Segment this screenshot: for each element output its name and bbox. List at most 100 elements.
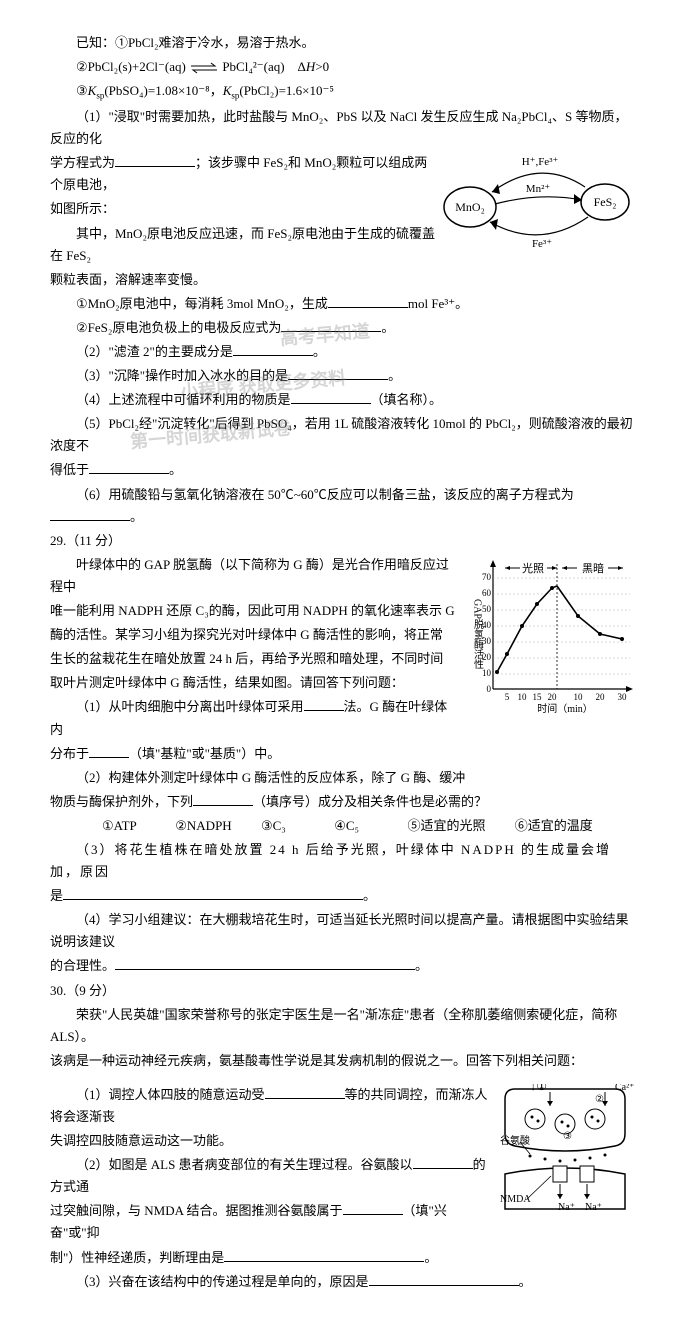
svg-text:Ca²⁺: Ca²⁺ [615,1084,634,1093]
intro-l3-c: (PbCl₂)=1.6×10⁻⁵ [239,83,334,98]
q29-p7b: （填"基粒"或"基质"）中。 [129,746,280,761]
blank [291,390,371,404]
q30-p4c-t: 过突触间隙，与 NMDA 结合。据图推测谷氨酸属于 [50,1203,343,1218]
dia1-mno2: MnO₂ [455,200,485,214]
blank [328,294,408,308]
q30-p5: （3）兴奋在该结构中的传递过程是单向的，原因是。 [50,1271,635,1293]
blank [50,507,130,521]
opt-f: ⑥适宜的温度 [489,815,593,837]
svg-text:10: 10 [574,692,584,702]
q1-p4: ②FeS₂原电池负极上的电极反应式为。 [50,317,635,339]
q1-p7b: （填名称）。 [371,392,443,407]
q1-p9-t: （6）用硫酸铅与氢氧化钠溶液在 50℃~60℃反应可以制备三盐，该反应的离子方程… [76,487,574,502]
q29-p10b: 是。 [50,885,635,907]
q1-p1a: （1）"浸取"时需要加热，此时盐酸与 MnO₂、PbS 以及 NaCl 发生反应… [50,106,635,150]
q29-p10b-t: 是 [50,888,63,903]
q1-p7: （4）上述流程中可循环利用的物质是 （填名称）。 [50,389,635,411]
equilibrium-arrow-icon [189,62,219,74]
q1-p3b: mol Fe³⁺。 [408,296,468,311]
synapse-diagram: ↓① Ca²⁺ ② ③ 谷氨酸 NMDA Na⁺ Na⁺ [495,1084,635,1214]
intro-l1: 已知：①PbCl₂难溶于冷水，易溶于热水。 [50,32,635,54]
svg-text:15: 15 [533,692,543,702]
blank [369,1272,519,1286]
q29-p9: 物质与酶保护剂外，下列 （填序号）成分及相关条件也是必需的？ [50,791,635,813]
svg-text:光照: 光照 [522,561,544,575]
svg-text:↓①: ↓① [530,1084,547,1093]
svg-text:60: 60 [482,588,492,598]
blank [63,886,363,900]
q1-p8b-t: 得低于 [50,462,89,477]
dia1-top: H⁺,Fe³⁺ [522,156,559,168]
q29-p8: （2）构建体外测定叶绿体中 G 酶活性的反应体系，除了 G 酶、缓冲 [50,767,635,789]
enzyme-chart: GAP脱氢酶活性 时间（min） 0 10 20 30 40 50 60 70 … [465,554,635,719]
svg-text:5: 5 [505,692,510,702]
blank [233,342,313,356]
q30-p4e-t: 制"）性神经递质，判断理由是 [50,1250,224,1265]
q29-p11: （4）学习小组建议：在大棚栽培花生时，可适当延长光照时间以提高产量。请根据图中实… [50,909,635,953]
blank [224,1248,424,1262]
svg-text:Na⁺: Na⁺ [585,1202,602,1213]
q30-p4e: 制"）性神经递质，判断理由是。 [50,1247,635,1269]
q29-num: 29.（11 分） [50,530,635,552]
q30-num: 30.（9 分） [50,980,635,1002]
q29-p7: 分布于 （填"基粒"或"基质"）中。 [50,743,635,765]
dia1-fes2: FeS₂ [594,195,617,209]
exam-page: 高考早知道 小程序 获取更多资料 第一时间获取新试卷 已知：①PbCl₂难溶于冷… [0,0,675,1325]
q1-p6-t: （3）"沉降"操作时加入冰水的目的是 [76,368,288,383]
blank [89,744,129,758]
blank [115,956,415,970]
q29-p7-t: 分布于 [50,746,89,761]
q30-p5-t: （3）兴奋在该结构中的传递过程是单向的，原因是 [76,1274,369,1289]
svg-text:黑暗: 黑暗 [582,561,604,575]
q1-p5: （2）"滤渣 2"的主要成分是。 [50,341,635,363]
q29-p11b-t: 的合理性。 [50,958,115,973]
q1-p8a: （5）PbCl₂经"沉淀转化"后得到 PbSO₄，若用 1L 硫酸溶液转化 10… [50,413,635,457]
svg-text:70: 70 [482,572,492,582]
q1-p3a: ①MnO₂原电池中，每消耗 3mol MnO₂，生成 [76,296,328,311]
spacer [50,1074,635,1082]
svg-text:谷氨酸: 谷氨酸 [500,1134,530,1147]
battery-cycle-diagram: MnO₂ FeS₂ H⁺,Fe³⁺ Mn²⁺ Fe³⁺ [440,152,635,252]
intro-l3-b: (PbSO₄)=1.08×10⁻⁸， [104,83,222,98]
q1-p1b-a: 学方程式为 [50,155,115,170]
svg-text:30: 30 [482,636,492,646]
svg-text:时间（min）: 时间（min） [537,702,593,715]
svg-text:50: 50 [482,604,492,614]
q29-p9b: （填序号）成分及相关条件也是必需的？ [253,794,487,809]
blank [413,1155,473,1169]
q1-p4-t: ②FeS₂原电池负极上的电极反应式为 [76,320,281,335]
intro-l2: ②PbCl₂(s)+2Cl⁻(aq) PbCl₄²⁻(aq) ΔH>0 [50,56,635,78]
q1-p8b: 得低于。 [50,459,635,481]
svg-text:40: 40 [482,620,492,630]
intro-l3-a: ③ [76,83,88,98]
blank [265,1085,345,1099]
opt-e: ⑤适宜的光照 [381,815,485,837]
q1-p7a: （4）上述流程中可循环利用的物质是 [76,392,291,407]
svg-text:NMDA: NMDA [500,1194,531,1205]
dia1-mid: Mn²⁺ [526,183,551,195]
blank [115,153,195,167]
opt-a: ①ATP [76,815,146,837]
q1-p2b: 颗粒表面，溶解速率变慢。 [50,269,635,291]
blank [288,366,388,380]
q1-p3: ①MnO₂原电池中，每消耗 3mol MnO₂，生成 mol Fe³⁺。 [50,293,635,315]
q1-p5-t: （2）"滤渣 2"的主要成分是 [76,344,233,359]
svg-text:0: 0 [487,684,492,694]
svg-text:20: 20 [548,692,558,702]
opt-b: ②NADPH [149,815,231,837]
q29-p11b: 的合理性。。 [50,955,635,977]
intro-l2-b: PbCl₄²⁻(aq) Δ [222,59,306,74]
svg-text:20: 20 [482,652,492,662]
blank [343,1201,403,1215]
blank [281,318,381,332]
blank [193,792,253,806]
svg-text:③: ③ [563,1131,572,1142]
intro-l2-a: ②PbCl₂(s)+2Cl⁻(aq) [76,59,186,74]
opt-d: ④C₅ [308,815,378,837]
q29-p9a: 物质与酶保护剂外，下列 [50,794,193,809]
intro-l2-c: >0 [315,59,329,74]
svg-text:②: ② [595,1094,604,1105]
dia1-bot: Fe³⁺ [532,238,552,250]
q30-p4a-t: （2）如图是 ALS 患者病变部位的有关生理过程。谷氨酸以 [76,1157,413,1172]
intro-l3: ③Ksp(PbSO₄)=1.08×10⁻⁸，Ksp(PbCl₂)=1.6×10⁻… [50,80,635,104]
